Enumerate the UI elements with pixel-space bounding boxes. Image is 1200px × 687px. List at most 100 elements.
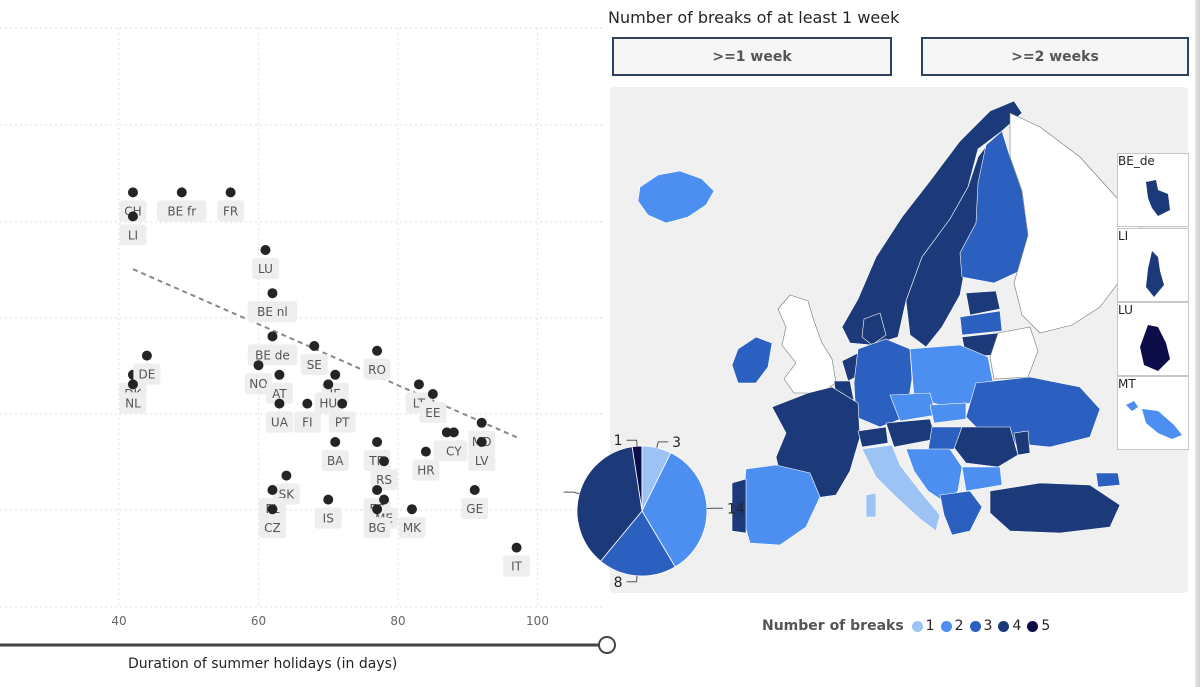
- map-region-switzerland: [857, 426, 889, 448]
- point-label-bg: [363, 358, 391, 380]
- legend-label: 3: [983, 618, 993, 634]
- point-label: HU: [319, 396, 337, 410]
- point-label-bg: [217, 200, 245, 222]
- map-region-romania: [951, 426, 1019, 468]
- point-label-bg: [461, 498, 489, 519]
- map-region-hungary: [927, 426, 963, 452]
- map-region-latvia: [959, 310, 1003, 336]
- x-tick-label: 100: [526, 614, 549, 628]
- data-point: [511, 542, 522, 553]
- point-label-bg: [314, 392, 342, 414]
- map-region-portugal: [731, 478, 747, 534]
- map-region-sardinia: [865, 492, 877, 518]
- data-point: [420, 446, 431, 457]
- toggle-1-week-button[interactable]: >=1 week: [612, 37, 892, 76]
- map-region-slovakia: [929, 402, 967, 424]
- point-label: BG: [368, 521, 385, 535]
- point-label: CY: [446, 444, 462, 458]
- pie-slice: [641, 452, 708, 568]
- legend-dot-icon: [1027, 620, 1039, 632]
- point-label: NL: [125, 396, 141, 410]
- map-region-bulgaria: [961, 466, 1003, 492]
- inset-li-shape: [1146, 251, 1164, 297]
- legend-item: 1: [911, 618, 935, 634]
- point-label-bg: [440, 440, 468, 462]
- point-label-bg: [328, 411, 356, 433]
- map-region-austria: [885, 418, 937, 448]
- point-label: EE: [425, 406, 440, 420]
- point-label-bg: [293, 411, 321, 433]
- pie-leader-line: [656, 441, 669, 448]
- data-point: [372, 345, 383, 356]
- map-region-belarus: [989, 326, 1039, 380]
- data-point: [141, 350, 152, 361]
- data-point: [379, 494, 390, 505]
- x-tick-label: 80: [390, 614, 405, 628]
- point-label-bg: [363, 517, 391, 539]
- point-label: PT: [335, 416, 350, 430]
- point-label-bg: [370, 469, 398, 491]
- data-point: [406, 504, 417, 515]
- data-point: [176, 187, 187, 198]
- map-region-denmark: [861, 312, 887, 346]
- data-point: [274, 398, 285, 409]
- point-label-bg: [265, 382, 293, 404]
- legend-item: 5: [1027, 618, 1050, 634]
- legend-dot-icon: [911, 620, 923, 632]
- map-region-greece: [939, 490, 983, 536]
- point-label-bg: [314, 507, 342, 529]
- europe-map[interactable]: [610, 87, 1188, 593]
- data-point: [413, 379, 424, 390]
- breaks-pie-chart: 1314815: [563, 433, 745, 591]
- pie-slice-label: 14: [727, 501, 745, 517]
- point-label-bg: [247, 301, 298, 323]
- pie-slice-label: 3: [672, 435, 681, 451]
- legend-item: 3: [969, 618, 993, 634]
- legend-title: Number of breaks: [762, 618, 904, 634]
- map-legend: Number of breaks 1 2 3 4 5: [762, 618, 1056, 634]
- toggle-2-weeks-button[interactable]: >=2 weeks: [921, 37, 1189, 76]
- point-label: NO: [249, 377, 267, 391]
- range-slider-handle[interactable]: [598, 636, 616, 654]
- data-point: [476, 417, 487, 428]
- legend-label: 1: [925, 618, 935, 634]
- point-label: IS: [323, 512, 334, 526]
- pie-leader-line: [626, 439, 638, 447]
- point-label-bg: [412, 459, 440, 481]
- map-region-estonia: [965, 290, 1001, 316]
- legend-label: 2: [954, 618, 964, 634]
- point-label-bg: [321, 450, 349, 471]
- legend-label: 4: [1012, 618, 1022, 634]
- data-point: [302, 398, 313, 409]
- data-point: [267, 288, 278, 299]
- point-label: GE: [466, 502, 483, 516]
- data-point: [260, 245, 271, 255]
- point-label: MK: [403, 521, 422, 535]
- inset-li: LI: [1117, 228, 1189, 302]
- point-label: CZ: [264, 521, 281, 535]
- pie-slice: [576, 446, 643, 562]
- point-label: SE: [307, 358, 322, 372]
- data-point: [267, 331, 278, 342]
- point-label: BE nl: [257, 305, 288, 319]
- x-tick-label: 40: [111, 614, 126, 628]
- legend-item: 2: [940, 618, 964, 634]
- data-point: [330, 369, 341, 380]
- point-label: BE de: [255, 348, 290, 362]
- data-point: [281, 470, 292, 481]
- point-label: LI: [128, 228, 138, 242]
- map-region-moldova: [1013, 430, 1031, 456]
- data-point: [127, 379, 138, 390]
- x-tick-label: 60: [251, 614, 266, 628]
- data-point: [323, 379, 334, 390]
- point-label: IT: [511, 560, 523, 574]
- point-label-bg: [133, 363, 161, 385]
- map-region-ireland: [731, 336, 773, 384]
- point-label-bg: [258, 517, 286, 539]
- data-point: [448, 427, 459, 438]
- point-label-bg: [157, 200, 207, 222]
- data-point: [476, 437, 487, 447]
- point-label: FR: [223, 204, 238, 218]
- map-region-finland: [959, 130, 1029, 284]
